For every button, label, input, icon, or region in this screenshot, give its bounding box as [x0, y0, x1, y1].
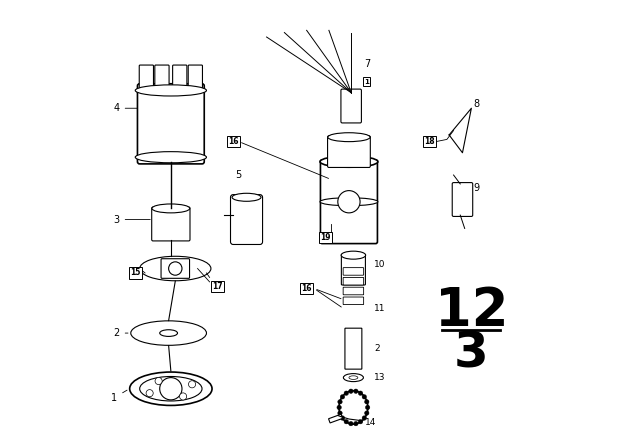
- Text: 12: 12: [435, 285, 508, 337]
- Circle shape: [338, 190, 360, 213]
- Circle shape: [338, 400, 342, 404]
- Text: 14: 14: [365, 418, 376, 426]
- Circle shape: [337, 405, 341, 409]
- Text: 2: 2: [374, 344, 380, 353]
- Text: 18: 18: [424, 137, 435, 146]
- FancyBboxPatch shape: [155, 65, 169, 91]
- Circle shape: [349, 422, 353, 426]
- Ellipse shape: [152, 204, 190, 213]
- Text: 7: 7: [365, 59, 371, 69]
- Circle shape: [168, 262, 182, 275]
- Text: 8: 8: [474, 99, 480, 109]
- Text: 5: 5: [236, 170, 242, 180]
- FancyBboxPatch shape: [138, 84, 204, 164]
- Circle shape: [362, 395, 367, 399]
- Circle shape: [344, 391, 349, 396]
- Text: 16: 16: [301, 284, 312, 293]
- Circle shape: [365, 405, 370, 409]
- Ellipse shape: [135, 85, 207, 96]
- Ellipse shape: [320, 198, 378, 206]
- Ellipse shape: [344, 374, 364, 382]
- Circle shape: [358, 391, 363, 396]
- Text: 1: 1: [111, 390, 127, 403]
- Ellipse shape: [135, 152, 207, 163]
- Ellipse shape: [320, 156, 378, 167]
- FancyBboxPatch shape: [343, 297, 364, 305]
- FancyBboxPatch shape: [173, 65, 187, 91]
- Ellipse shape: [140, 256, 211, 281]
- Ellipse shape: [140, 376, 202, 401]
- Text: 13: 13: [374, 373, 386, 382]
- Ellipse shape: [131, 321, 207, 345]
- Text: 4: 4: [113, 103, 137, 113]
- Text: 19: 19: [320, 233, 331, 242]
- Text: 15: 15: [130, 268, 140, 277]
- Text: 9: 9: [474, 183, 480, 194]
- FancyBboxPatch shape: [140, 65, 154, 91]
- Circle shape: [362, 416, 367, 420]
- Circle shape: [354, 422, 358, 426]
- Text: 2: 2: [113, 328, 128, 338]
- FancyBboxPatch shape: [343, 277, 364, 285]
- Circle shape: [340, 416, 345, 420]
- Ellipse shape: [341, 251, 365, 259]
- Ellipse shape: [130, 372, 212, 405]
- Polygon shape: [328, 414, 342, 423]
- Text: 3: 3: [454, 329, 489, 377]
- FancyBboxPatch shape: [341, 254, 365, 285]
- Circle shape: [358, 419, 363, 424]
- Text: 17: 17: [212, 282, 223, 291]
- Circle shape: [160, 378, 182, 400]
- FancyBboxPatch shape: [343, 287, 364, 295]
- Ellipse shape: [339, 391, 368, 424]
- FancyBboxPatch shape: [230, 194, 262, 245]
- Ellipse shape: [232, 193, 261, 201]
- Ellipse shape: [160, 330, 177, 336]
- Ellipse shape: [349, 376, 358, 379]
- Circle shape: [155, 378, 162, 384]
- Circle shape: [180, 393, 187, 400]
- Circle shape: [354, 389, 358, 393]
- Circle shape: [344, 419, 349, 424]
- Text: 1: 1: [364, 78, 369, 85]
- FancyBboxPatch shape: [345, 328, 362, 369]
- Circle shape: [340, 395, 345, 399]
- Text: 3: 3: [113, 215, 150, 224]
- FancyBboxPatch shape: [328, 136, 371, 168]
- FancyBboxPatch shape: [161, 259, 189, 278]
- Ellipse shape: [328, 133, 370, 142]
- Circle shape: [189, 381, 196, 388]
- FancyBboxPatch shape: [341, 89, 362, 123]
- FancyBboxPatch shape: [321, 160, 378, 244]
- Circle shape: [365, 400, 369, 404]
- FancyBboxPatch shape: [188, 65, 202, 91]
- Text: 10: 10: [374, 259, 386, 268]
- Text: 11: 11: [374, 304, 386, 313]
- FancyBboxPatch shape: [343, 267, 364, 275]
- FancyBboxPatch shape: [152, 207, 190, 241]
- Circle shape: [349, 389, 353, 393]
- Text: 16: 16: [228, 137, 239, 146]
- Circle shape: [146, 390, 153, 397]
- Circle shape: [365, 411, 369, 415]
- FancyBboxPatch shape: [452, 183, 473, 216]
- Circle shape: [338, 411, 342, 415]
